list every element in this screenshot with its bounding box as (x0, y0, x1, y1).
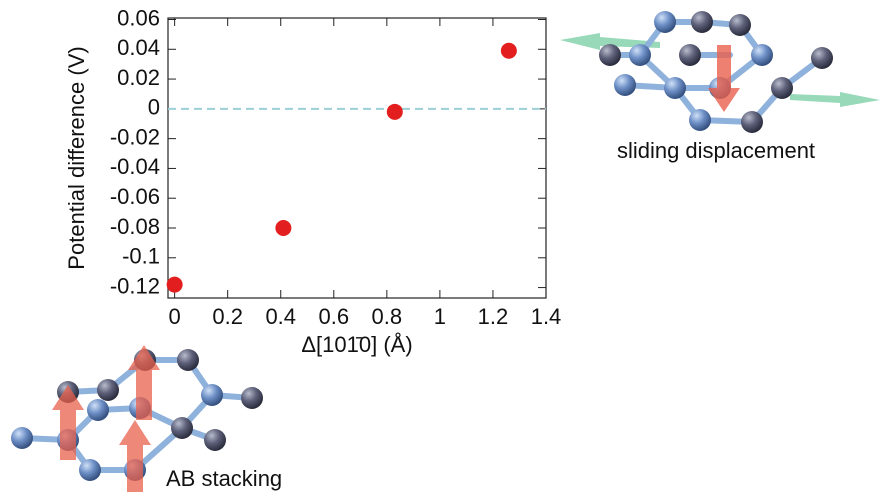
y-tick-label: -0.08 (110, 214, 160, 239)
y-tick-label: 0 (148, 95, 160, 120)
y-tick-label: 0.02 (117, 65, 160, 90)
stacking-illustration (11, 345, 263, 492)
point (166, 276, 183, 293)
point (500, 42, 517, 59)
point (386, 103, 403, 120)
x-tick-label: 1.2 (478, 304, 509, 329)
x-tick-label: 1 (434, 304, 446, 329)
y-tick-label: -0.02 (110, 124, 160, 149)
y-tick-label: -0.12 (110, 273, 160, 298)
x-tick-label: 0.2 (212, 304, 243, 329)
x-tick-label: 1.4 (531, 304, 562, 329)
point (275, 220, 292, 236)
x-tick-label: 0 (169, 304, 181, 329)
x-tick-label: 0.6 (318, 304, 349, 329)
y-tick-label: -0.04 (110, 154, 160, 179)
plot-frame (167, 17, 547, 299)
sliding-illustration (560, 11, 880, 133)
annotation: sliding displacement (617, 138, 815, 163)
y-tick-label: 0.04 (117, 35, 160, 60)
x-tick-label: 0.8 (372, 304, 403, 329)
x-tick-label: 0.4 (265, 304, 296, 329)
annotation: AB stacking (166, 466, 282, 491)
y-tick-label: -0.06 (110, 184, 160, 209)
y-tick-label: 0.06 (117, 5, 160, 30)
y-tick-label: -0.1 (122, 244, 160, 269)
y-axis-label: Potential difference (V) (64, 46, 89, 269)
x-axis-label: Δ[101̄0] (Å) (301, 332, 412, 357)
